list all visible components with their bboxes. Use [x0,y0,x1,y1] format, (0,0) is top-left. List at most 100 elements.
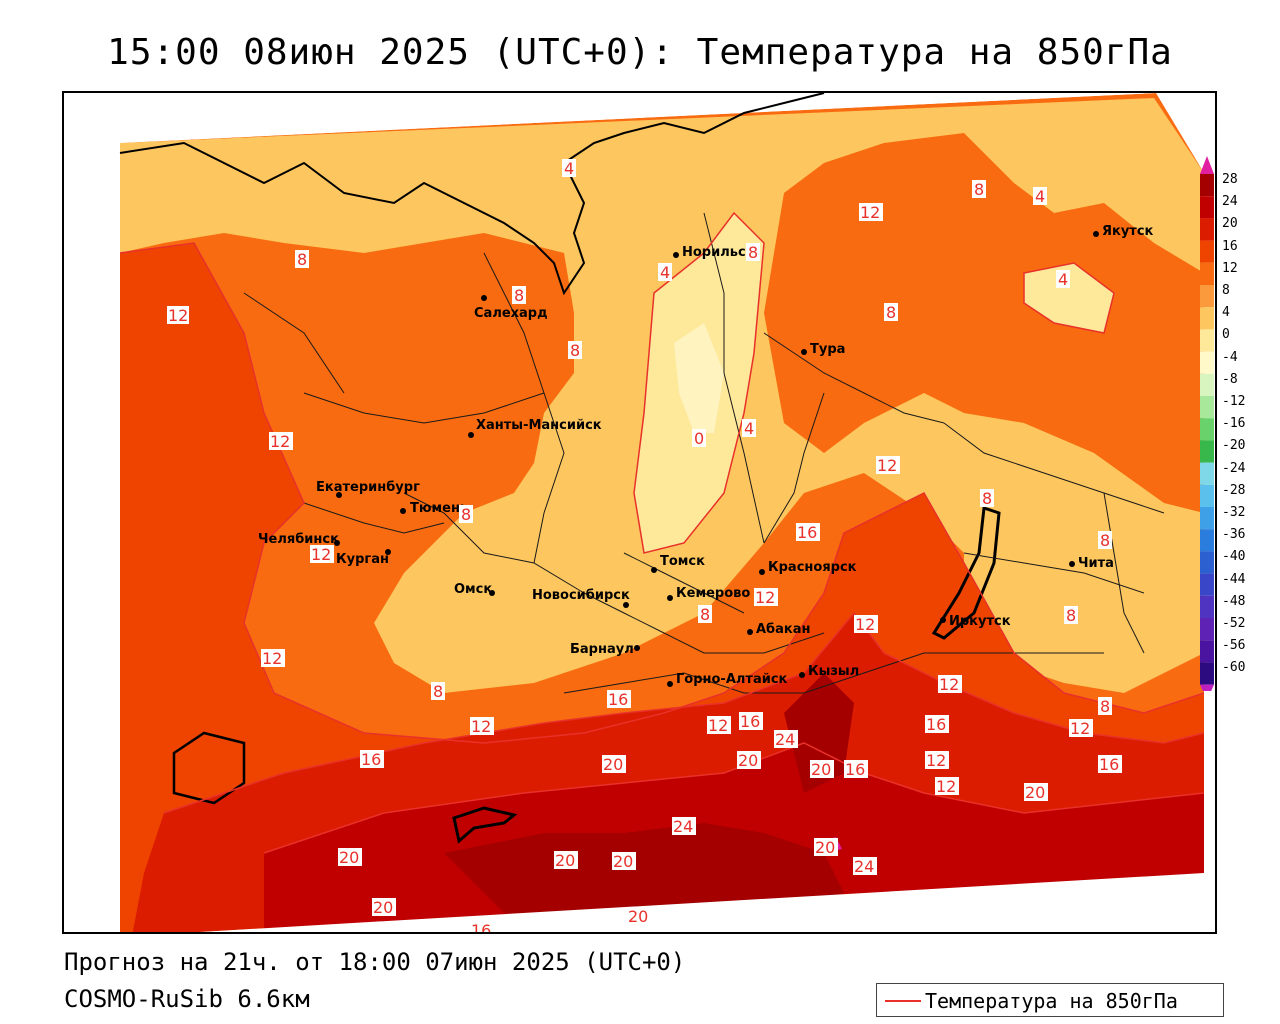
contour-label: 8 [884,303,898,322]
colorbar-swatch [1200,462,1214,485]
contour-label: 12 [167,306,189,325]
city-tura: Тура [801,342,845,357]
colorbar-tick-label: -44 [1222,571,1246,587]
colorbar-swatch [1200,262,1214,285]
colorbar-tick-label: -16 [1222,416,1246,432]
svg-text:12: 12 [939,675,959,694]
svg-text:4: 4 [660,263,670,282]
legend-line-swatch [885,1000,921,1002]
svg-text:20: 20 [738,751,758,770]
colorbar-swatch [1200,595,1214,618]
legend-label: Температура на 850гПа [925,989,1178,1013]
city-kurgan: Курган [336,549,391,567]
city-label: Абакан [756,622,811,637]
contour-label: 12 [707,716,731,735]
city-label: Якутск [1102,224,1154,239]
svg-text:24: 24 [854,857,874,876]
contour-label: 4 [1056,270,1070,289]
city-label: Тюмень [410,501,468,516]
forecast-info: Прогноз на 21ч. от 18:00 07июн 2025 (UTC… [64,948,686,976]
contour-label: 4 [1033,187,1047,206]
svg-text:8: 8 [514,286,524,305]
colorbar-tick-label: 0 [1222,327,1230,343]
colorbar-tick-label: 12 [1222,260,1238,276]
city-label: Кемерово [676,586,750,601]
contour-label: 20 [810,760,834,779]
svg-text:20: 20 [555,851,575,870]
city-label: Красноярск [768,560,857,575]
field-24-28 [444,823,844,923]
contour-label: 12 [261,649,285,668]
colorbar-tick-label: -40 [1222,549,1246,565]
colorbar-tick-label: -48 [1222,593,1246,609]
svg-text:8: 8 [1066,606,1076,625]
city-label: Томск [660,554,705,569]
city-gorno-altaysk: Горно-Алтайск [667,672,788,687]
city-abakan: Абакан [747,622,811,637]
contour-label: 8 [746,243,760,262]
svg-text:8: 8 [982,489,992,508]
map-svg: Норильск Якутск Салехард Тура Ханты-Манс… [64,93,1215,932]
field-24-28-b [784,673,854,793]
svg-text:20: 20 [613,852,633,871]
contour-label: 20 [602,755,626,774]
contour-label: 16 [360,750,384,769]
colorbar-top-arrow [1200,156,1214,174]
svg-text:8: 8 [570,341,580,360]
colorbar-bottom-arrow [1200,684,1214,691]
svg-text:8: 8 [297,250,307,269]
svg-text:12: 12 [926,751,946,770]
svg-text:16: 16 [740,712,760,731]
contour-label: 24 [672,817,696,836]
colorbar-tick-label: -56 [1222,638,1246,654]
colorbar-swatch [1200,196,1214,219]
svg-text:20: 20 [603,755,623,774]
colorbar-tick-label: 8 [1222,283,1230,298]
contour-label: 20 [612,852,636,871]
city-label: Новосибирск [532,588,630,603]
svg-text:20: 20 [628,907,648,926]
colorbar-swatch [1200,373,1214,396]
lake-west [172,731,246,805]
contour-label: 20 [372,898,396,917]
colorbar-swatch [1200,640,1214,663]
city-khanty-mansiysk: Ханты-Мансийск [468,418,602,438]
city-novosibirsk: Новосибирск [532,588,630,608]
svg-text:20: 20 [373,898,393,917]
contour-label: 12 [754,588,778,607]
contour-label: 8 [431,682,445,701]
svg-text:16: 16 [797,523,817,542]
svg-text:12: 12 [860,203,880,222]
colorbar-swatch [1200,551,1214,574]
contour-label: 8 [698,605,712,624]
city-label: Норильск [682,245,755,260]
contour-label: 8 [512,286,526,305]
city-label: Ханты-Мансийск [476,418,602,433]
svg-text:20: 20 [811,760,831,779]
city-chelyabinsk: Челябинск [258,532,340,547]
svg-text:8: 8 [974,180,984,199]
city-kyzyl: Кызыл [799,664,859,679]
colorbar-swatch [1200,507,1214,530]
contour-label: 8 [1098,531,1112,550]
colorbar-tick-label: -20 [1222,438,1246,454]
contour-label: 20 [737,751,761,770]
contour-label: 20 [1024,783,1048,802]
city-omsk: Омск [454,582,495,597]
contour-label: 16 [844,760,868,779]
svg-text:12: 12 [936,777,956,796]
city-yakutsk: Якутск [1093,224,1154,239]
svg-text:16: 16 [361,750,381,769]
colorbar-swatch [1200,418,1214,441]
lake-baikal [931,505,1001,640]
svg-text:4: 4 [1058,270,1068,289]
contour-label: 16 [1098,755,1122,774]
field-0-4-east [1024,263,1114,333]
model-name: COSMO-RuSib 6.6км [64,985,310,1013]
svg-text:20: 20 [339,848,359,867]
colorbar-swatch [1200,440,1214,463]
colorbar-swatch [1200,396,1214,419]
chart-title: 15:00 08июн 2025 (UTC+0): Температура на… [107,32,1173,73]
colorbar-tick-label: 28 [1222,172,1238,187]
svg-text:12: 12 [755,588,775,607]
